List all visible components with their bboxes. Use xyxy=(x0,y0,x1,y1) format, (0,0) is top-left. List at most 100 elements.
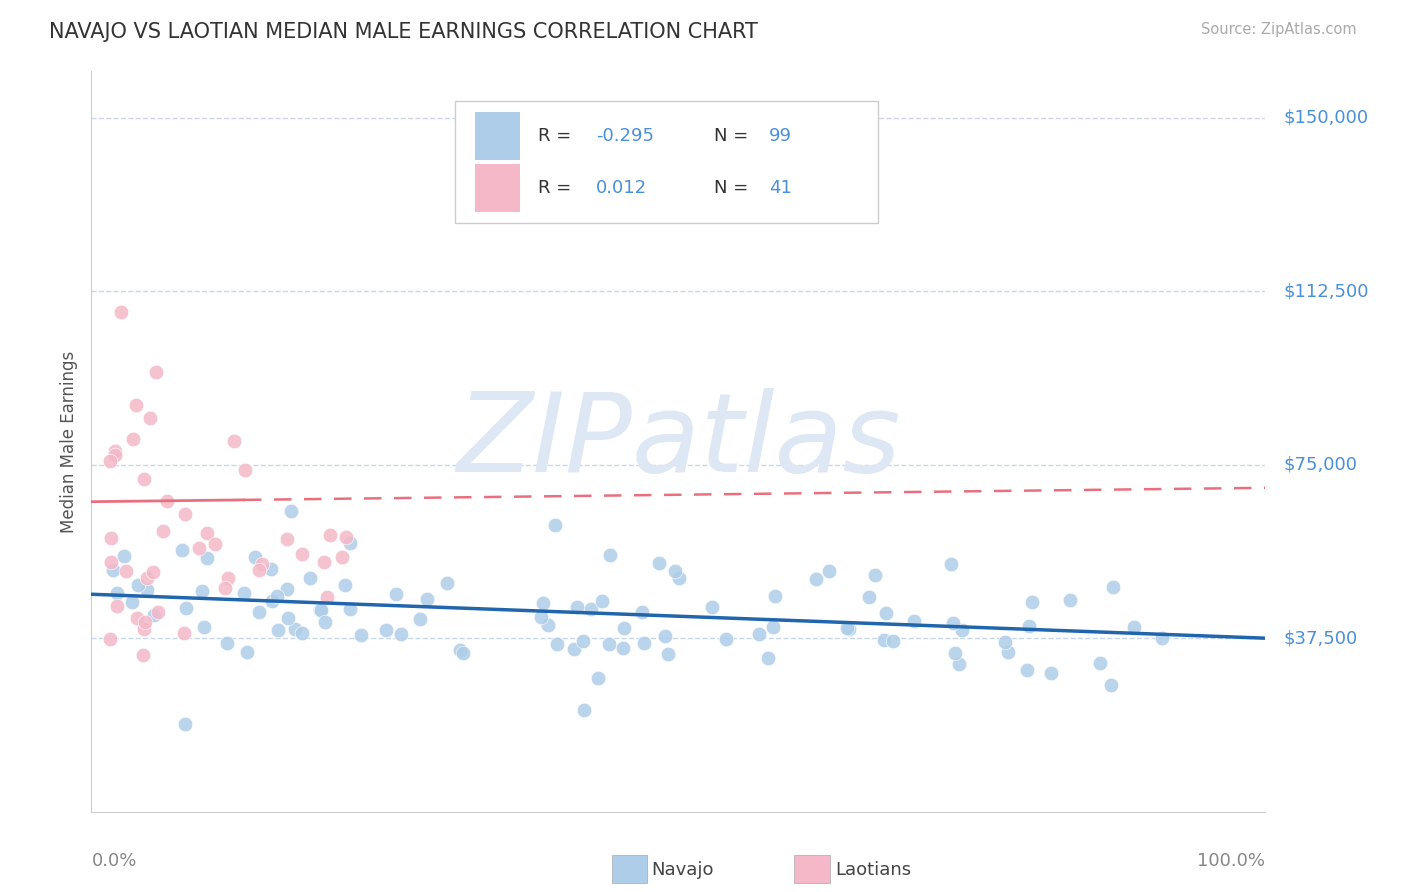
Point xyxy=(613,621,636,635)
Point xyxy=(562,642,585,657)
FancyBboxPatch shape xyxy=(456,101,877,223)
Point xyxy=(315,590,337,604)
Point xyxy=(702,600,724,615)
Point xyxy=(612,641,634,656)
Point xyxy=(217,571,239,585)
Point xyxy=(530,609,553,624)
Point xyxy=(762,619,785,633)
Point xyxy=(224,434,246,448)
Point xyxy=(105,586,128,600)
Point xyxy=(858,590,880,604)
Point xyxy=(314,615,336,629)
Point xyxy=(1017,663,1039,677)
Point xyxy=(544,517,567,532)
Point xyxy=(318,528,340,542)
Point xyxy=(191,584,214,599)
Point xyxy=(112,549,135,564)
Point xyxy=(1152,631,1174,645)
Point xyxy=(571,633,593,648)
Text: 0.0%: 0.0% xyxy=(91,853,136,871)
Point xyxy=(1018,619,1040,633)
Point xyxy=(436,576,458,591)
Point xyxy=(756,650,779,665)
Text: R =: R = xyxy=(537,127,571,145)
Point xyxy=(664,564,686,578)
Point xyxy=(591,594,613,608)
Point xyxy=(657,647,679,661)
Point xyxy=(174,507,197,521)
Point xyxy=(259,562,281,576)
Point xyxy=(537,617,560,632)
Point xyxy=(943,646,966,660)
Point xyxy=(1059,592,1081,607)
Point xyxy=(565,599,588,614)
Text: $75,000: $75,000 xyxy=(1284,456,1357,474)
Point xyxy=(763,589,786,603)
Point xyxy=(389,627,412,641)
Point xyxy=(235,645,257,659)
Point xyxy=(748,627,770,641)
Text: -0.295: -0.295 xyxy=(596,127,654,145)
Point xyxy=(110,305,132,319)
Point xyxy=(298,571,321,585)
Point xyxy=(449,643,471,657)
Point xyxy=(142,565,165,579)
Point xyxy=(197,525,219,540)
Point xyxy=(818,565,841,579)
Point xyxy=(875,606,897,620)
Text: 0.012: 0.012 xyxy=(596,178,647,196)
Point xyxy=(415,592,437,607)
Point xyxy=(247,563,270,577)
Point xyxy=(152,524,174,538)
Point xyxy=(121,432,143,446)
FancyBboxPatch shape xyxy=(475,164,520,212)
Point xyxy=(233,586,256,600)
Point xyxy=(101,563,124,577)
Point xyxy=(574,703,596,717)
Point xyxy=(1102,580,1125,594)
Point xyxy=(314,555,336,569)
Point xyxy=(375,624,398,638)
Point xyxy=(121,595,143,609)
Point xyxy=(942,615,965,630)
Point xyxy=(1099,678,1122,692)
Text: 99: 99 xyxy=(769,127,792,145)
Text: $37,500: $37,500 xyxy=(1284,629,1357,648)
Point xyxy=(252,558,274,572)
Text: N =: N = xyxy=(714,178,748,196)
Point xyxy=(309,603,332,617)
Point xyxy=(291,547,314,561)
Point xyxy=(1088,656,1111,670)
Point xyxy=(245,549,267,564)
FancyBboxPatch shape xyxy=(475,112,520,161)
Point xyxy=(132,648,155,662)
Point xyxy=(648,557,671,571)
Point xyxy=(714,632,737,646)
Text: Source: ZipAtlas.com: Source: ZipAtlas.com xyxy=(1201,22,1357,37)
Point xyxy=(276,533,298,547)
Point xyxy=(132,622,155,636)
Point xyxy=(142,607,165,622)
Point xyxy=(139,411,162,425)
Point xyxy=(276,582,298,596)
Point xyxy=(633,636,655,650)
Point xyxy=(100,556,122,570)
Point xyxy=(586,671,609,685)
Point xyxy=(598,637,620,651)
Point xyxy=(233,462,256,476)
Point xyxy=(172,542,194,557)
Point xyxy=(1021,595,1043,609)
Point xyxy=(335,578,357,592)
Point xyxy=(284,623,307,637)
Point xyxy=(838,622,860,636)
Point xyxy=(135,570,157,584)
Point xyxy=(204,537,226,551)
Point xyxy=(267,623,290,637)
Point xyxy=(335,530,357,544)
Point xyxy=(804,572,827,586)
Point xyxy=(100,454,122,468)
Point xyxy=(1123,620,1146,634)
Text: $150,000: $150,000 xyxy=(1284,109,1368,127)
Point xyxy=(134,615,156,629)
Point xyxy=(339,601,361,615)
